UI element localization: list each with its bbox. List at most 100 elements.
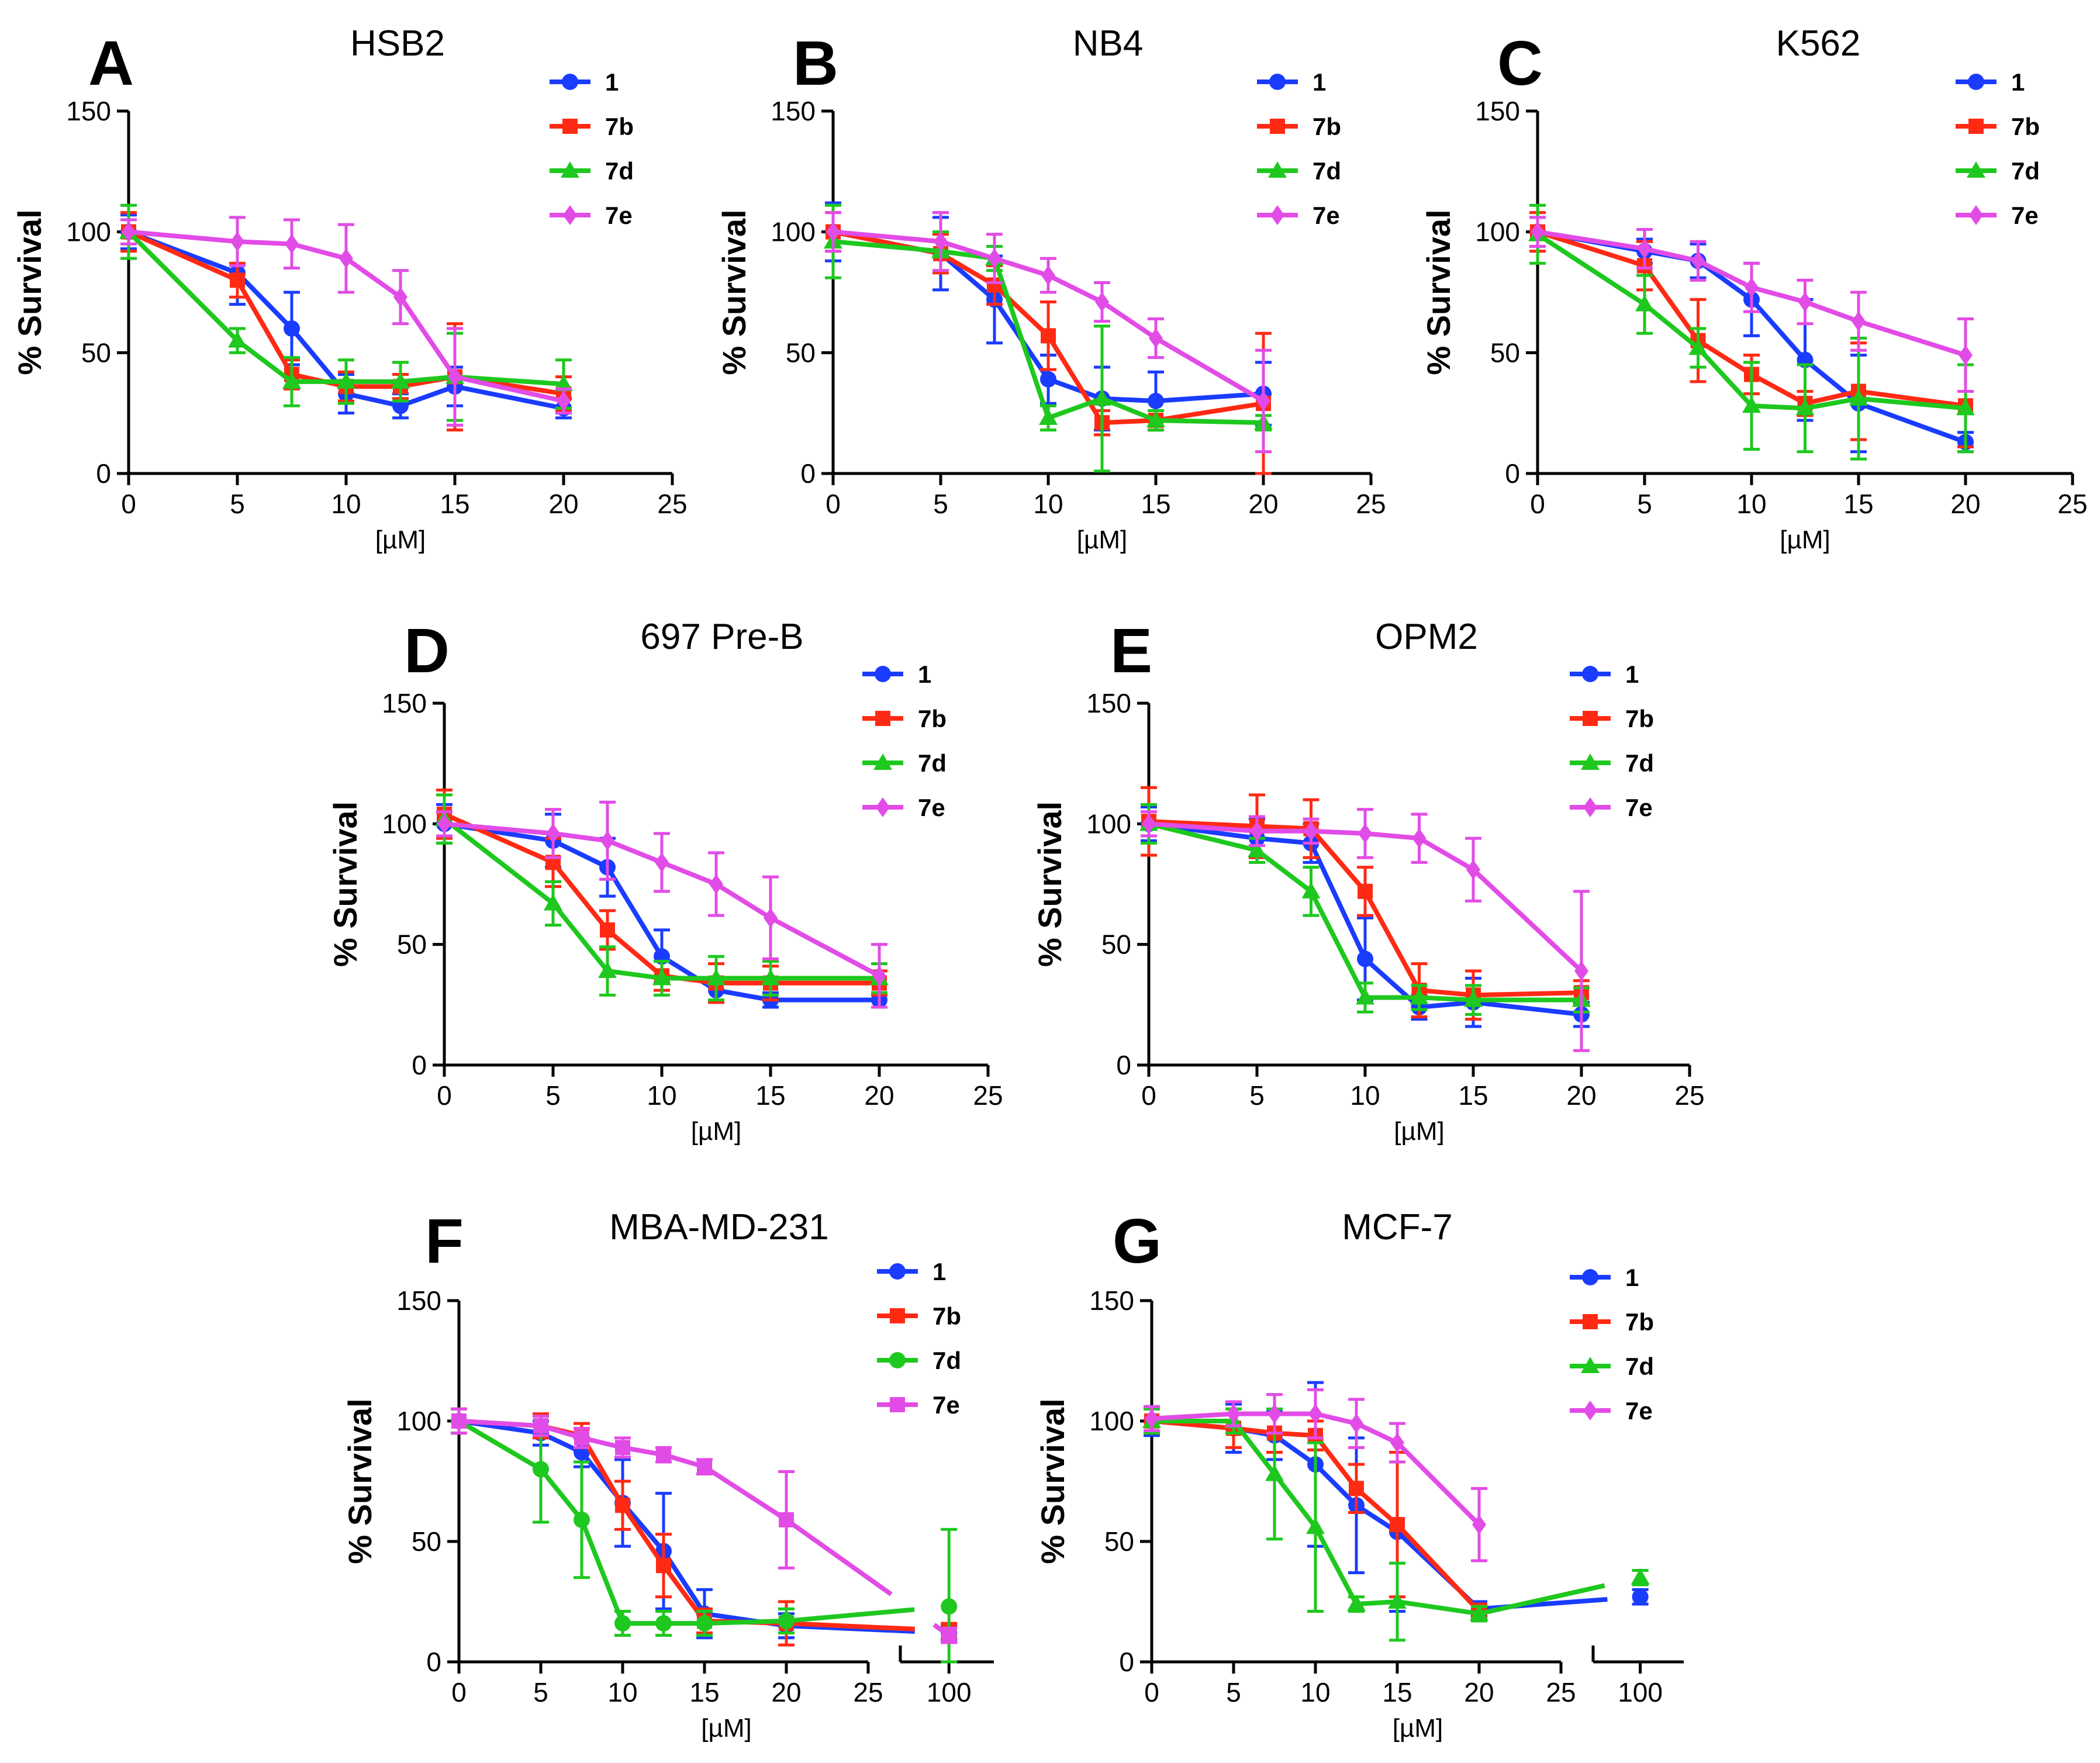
data-point (533, 1418, 548, 1434)
legend-marker (1968, 74, 1984, 90)
data-point (614, 1615, 631, 1632)
data-point (1390, 1433, 1404, 1453)
data-point (284, 320, 300, 337)
data-point (1356, 988, 1374, 1005)
series-7d (1528, 203, 1975, 461)
legend-label: 7b (932, 1302, 961, 1330)
legend-label: 7e (1313, 202, 1340, 229)
data-point (987, 248, 1001, 269)
x-tick-label: 5 (933, 489, 948, 519)
panel-letter: B (793, 27, 838, 98)
data-point (285, 234, 299, 254)
series-line-break (785, 1517, 951, 1637)
x-tick-label: 10 (607, 1677, 637, 1707)
series-7e (1144, 1388, 1487, 1562)
y-tick-label: 0 (1119, 1647, 1134, 1677)
y-axis-title: % Survival (716, 209, 752, 375)
y-tick-label: 150 (396, 1285, 441, 1316)
y-tick-label: 50 (1490, 337, 1520, 368)
legend-label: 7d (1625, 1353, 1654, 1380)
legend-marker (1583, 1314, 1598, 1329)
x-tick-label: 20 (771, 1677, 801, 1707)
legend-label: 7e (605, 202, 633, 229)
data-point (557, 391, 571, 411)
y-tick-label: 0 (426, 1647, 441, 1677)
legend-marker (1269, 74, 1286, 90)
legend: 1 7b 7d 7e (1956, 68, 2040, 229)
legend-marker (561, 161, 579, 178)
data-point (1041, 265, 1055, 286)
panel-title: K562 (1776, 23, 1861, 64)
x-tick-label: 10 (1033, 489, 1063, 519)
legend-marker (875, 711, 890, 726)
data-point (1349, 1413, 1363, 1434)
x-axis-title: [µM] (1077, 526, 1127, 554)
data-point (709, 874, 723, 894)
data-point (228, 331, 247, 348)
data-point (554, 375, 573, 392)
data-point (1631, 1568, 1650, 1585)
x-tick-label: 20 (864, 1080, 894, 1111)
y-tick-label: 0 (412, 1050, 427, 1080)
data-point (1358, 883, 1373, 899)
data-point (779, 1512, 794, 1527)
legend-marker (1270, 205, 1284, 225)
data-point (574, 1430, 589, 1446)
data-point (451, 1413, 467, 1429)
x-axis-title: [µM] (691, 1117, 741, 1146)
legend: 1 7b 7d 7e (1257, 68, 1341, 229)
data-point (1635, 295, 1654, 312)
x-tick-label: 0 (121, 489, 136, 519)
panel-title: MCF-7 (1342, 1207, 1452, 1247)
data-point (652, 969, 671, 986)
x-tick-label: 15 (1843, 489, 1873, 519)
x-tick-label: 20 (1566, 1080, 1596, 1111)
y-tick-label: 150 (1475, 96, 1520, 126)
legend-label: 1 (1625, 661, 1639, 688)
data-point (1358, 823, 1372, 844)
legend-label: 1 (932, 1258, 946, 1285)
y-tick-label: 100 (1089, 1406, 1134, 1436)
x-tick-label: 5 (230, 489, 245, 519)
data-point (1390, 1517, 1405, 1533)
x-tick-label: 100 (927, 1677, 972, 1707)
x-axis-title: [µM] (701, 1714, 751, 1743)
x-tick-label: 10 (1300, 1677, 1330, 1707)
y-axis-title: % Survival (327, 801, 364, 967)
data-point (1347, 1595, 1366, 1612)
legend-marker (890, 1397, 905, 1412)
data-point (761, 969, 780, 986)
data-point (600, 831, 614, 851)
data-point (656, 1558, 671, 1574)
x-tick-label: 5 (1226, 1677, 1241, 1707)
y-tick-label: 100 (1475, 217, 1520, 247)
panel-title: MBA-MD-231 (609, 1207, 829, 1247)
x-tick-label: 10 (331, 489, 361, 519)
data-point (655, 1615, 672, 1632)
x-axis-title: [µM] (1780, 526, 1830, 554)
legend-marker (1582, 1269, 1598, 1285)
data-point (1852, 311, 1866, 331)
x-tick-label: 25 (973, 1080, 1003, 1111)
legend-marker (889, 1263, 906, 1280)
y-axis-title: % Survival (1034, 1398, 1071, 1564)
data-point (1149, 328, 1163, 348)
x-tick-label: 25 (1674, 1080, 1704, 1111)
y-axis-title: % Survival (341, 1398, 378, 1564)
data-point (1464, 990, 1483, 1007)
data-point (1638, 238, 1652, 259)
data-point (230, 272, 245, 288)
y-tick-label: 100 (771, 217, 816, 247)
y-tick-label: 0 (1505, 458, 1520, 489)
y-axis-title: % Survival (1031, 801, 1068, 967)
legend-label: 1 (1625, 1264, 1639, 1291)
data-point (533, 1461, 549, 1478)
panel-f: F MBA-MD-231 0 50 100 150 0 5 10 15 20 25 100 [µM] % S… (341, 1205, 994, 1743)
data-point (391, 372, 410, 389)
panel-letter: F (425, 1205, 464, 1276)
panel-title: 697 Pre-B (640, 617, 803, 657)
legend: 1 7b 7d 7e (1570, 661, 1654, 821)
x-tick-label: 15 (755, 1080, 785, 1111)
data-point (1798, 292, 1812, 312)
data-point (1306, 1517, 1325, 1534)
